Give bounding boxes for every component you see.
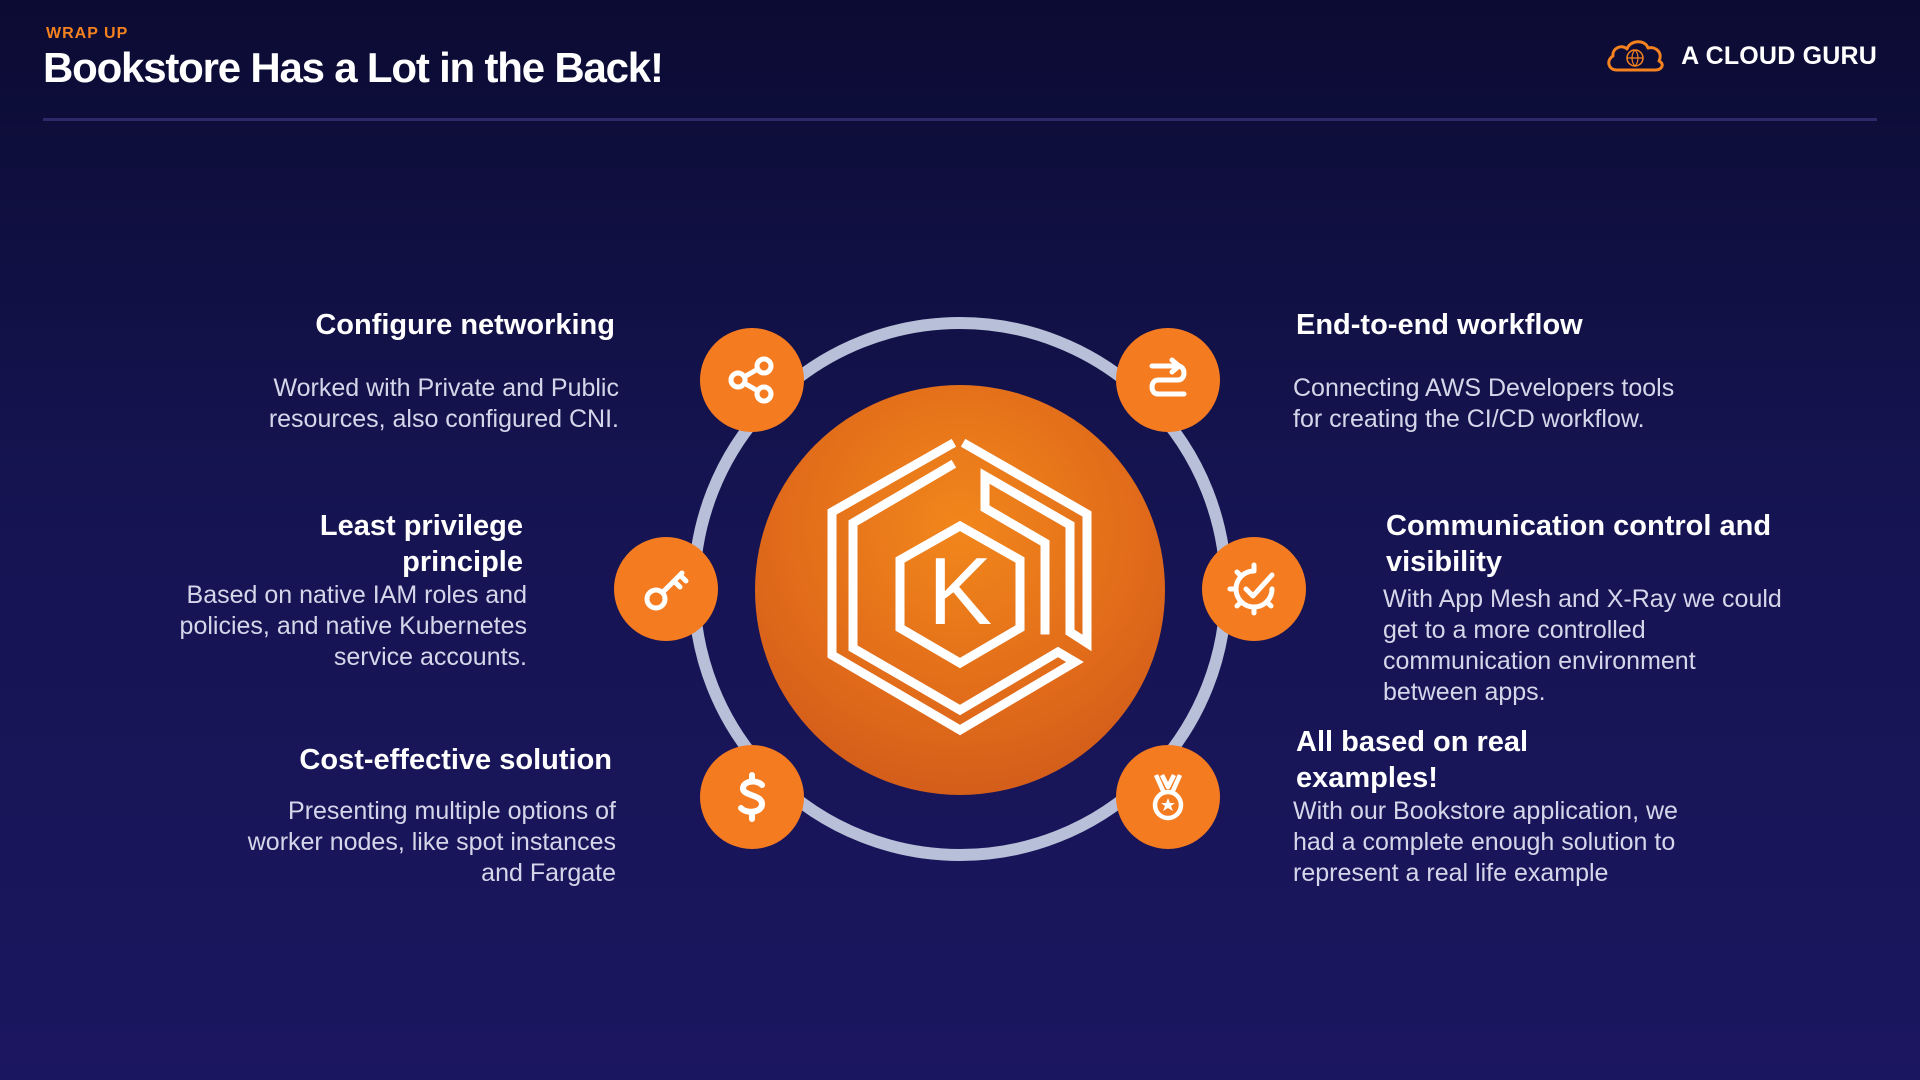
section-eyebrow: WRAP UP bbox=[46, 25, 129, 42]
feature-networking: Configure networking Worked with Private… bbox=[269, 307, 619, 435]
feature-communication-line-4: between apps. bbox=[1383, 678, 1546, 706]
feature-privilege-title-1: Least privilege bbox=[319, 510, 523, 542]
feature-workflow-line-1: Connecting AWS Developers tools bbox=[1293, 374, 1675, 402]
feature-cost-line-2: worker nodes, like spot instances bbox=[247, 828, 616, 856]
feature-examples-line-2: had a complete enough solution to bbox=[1293, 828, 1676, 856]
feature-networking-line-1: Worked with Private and Public bbox=[273, 374, 619, 402]
feature-cost-line-1: Presenting multiple options of bbox=[288, 797, 616, 825]
workflow-arrow-icon bbox=[1149, 357, 1187, 397]
dollar-icon bbox=[738, 772, 766, 822]
feature-cost-line-3: and Fargate bbox=[481, 859, 616, 887]
node-networking bbox=[700, 328, 804, 432]
node-communication bbox=[1202, 537, 1306, 641]
node-examples bbox=[1116, 745, 1220, 849]
feature-privilege-line-3: service accounts. bbox=[333, 643, 527, 671]
medal-icon bbox=[1152, 773, 1184, 821]
feature-examples-line-3: represent a real life example bbox=[1293, 859, 1609, 887]
share-icon bbox=[728, 356, 774, 404]
feature-examples: All based on real examples! With our Boo… bbox=[1293, 724, 1678, 889]
feature-examples-title-2: examples! bbox=[1296, 762, 1438, 794]
feature-privilege-line-1: Based on native IAM roles and bbox=[186, 581, 527, 609]
feature-cost: Cost-effective solution Presenting multi… bbox=[248, 742, 616, 889]
feature-communication-line-3: communication environment bbox=[1383, 647, 1696, 675]
feature-networking-title: Configure networking bbox=[315, 309, 615, 341]
cloud-logo-icon bbox=[1607, 40, 1664, 72]
feature-workflow-title: End-to-end workflow bbox=[1296, 309, 1583, 341]
header-divider bbox=[43, 118, 1877, 121]
feature-workflow: End-to-end workflow Connecting AWS Devel… bbox=[1293, 307, 1675, 435]
brand-logo: A CLOUD GURU bbox=[1603, 36, 1877, 76]
node-workflow bbox=[1116, 328, 1220, 432]
gear-check-icon bbox=[1227, 562, 1275, 616]
feature-communication-title-1: Communication control and bbox=[1386, 510, 1772, 542]
feature-examples-line-1: With our Bookstore application, we bbox=[1293, 797, 1678, 825]
node-privilege bbox=[614, 537, 718, 641]
feature-communication-line-1: With App Mesh and X-Ray we could bbox=[1383, 585, 1782, 613]
feature-workflow-line-2: for creating the CI/CD workflow. bbox=[1293, 405, 1645, 433]
feature-communication-line-2: get to a more controlled bbox=[1383, 616, 1646, 644]
feature-communication: Communication control and visibility Wit… bbox=[1383, 508, 1782, 708]
feature-examples-title-1: All based on real bbox=[1296, 726, 1529, 758]
node-cost bbox=[700, 745, 804, 849]
feature-privilege-title-2: principle bbox=[402, 546, 523, 578]
feature-privilege-line-2: policies, and native Kubernetes bbox=[179, 612, 527, 640]
feature-cost-title: Cost-effective solution bbox=[299, 744, 612, 776]
key-icon bbox=[644, 570, 689, 611]
center-letter: K bbox=[928, 538, 992, 645]
feature-communication-title-2: visibility bbox=[1386, 546, 1503, 578]
page-title: Bookstore Has a Lot in the Back! bbox=[43, 44, 664, 91]
feature-networking-line-2: resources, also configured CNI. bbox=[268, 405, 619, 433]
feature-privilege: Least privilege principle Based on nativ… bbox=[180, 508, 527, 673]
brand-name: A CLOUD GURU bbox=[1681, 41, 1877, 70]
